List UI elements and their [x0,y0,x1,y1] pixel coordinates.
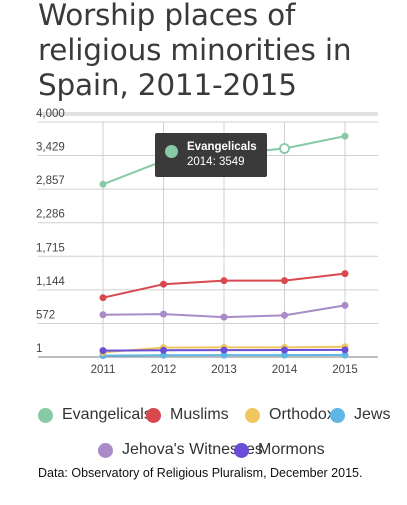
legend-label: Evangelicals [62,406,152,423]
y-tick-label: 1,144 [36,276,65,288]
data-point [99,347,107,355]
legend-label: Muslims [170,406,229,423]
x-tick-label: 2013 [211,364,237,376]
data-point [341,132,349,140]
legend-item[interactable]: Jews [330,406,390,424]
legend-swatch [38,407,53,423]
y-tick-label: 2,286 [36,209,65,221]
data-point [99,311,107,319]
y-tick-label: 572 [36,309,55,321]
data-point [160,351,167,359]
y-axis-ticks: 1 572 1,144 1,715 2,286 2,857 3,429 4,000 [36,108,65,355]
data-point [220,346,228,354]
legend-item[interactable]: Orthodox [245,406,335,424]
x-axis-ticks: 2011 2012 2013 2014 2015 [91,364,358,376]
source-note: Data: Observatory of Religious Pluralism… [38,466,363,480]
tooltip-series-name: Evangelicals [187,141,257,153]
data-point [281,346,288,354]
data-point [281,351,288,359]
data-point [341,351,349,359]
y-tick-label: 3,429 [36,142,65,154]
x-tick-label: 2012 [151,364,177,376]
x-tick-label: 2011 [91,364,116,376]
data-point [279,143,290,154]
x-tick-label: 2014 [272,364,298,376]
x-tick-label: 2015 [332,364,358,376]
series-mormons [99,346,349,355]
data-point [160,346,167,354]
series-jehova-s-witnesses [99,301,349,321]
legend-label: Jehova's Witnesses [122,441,263,458]
data-point [99,294,107,302]
data-point [220,313,228,321]
tooltip-series-dot [165,145,178,158]
chart-title: Worship places of religious minorities i… [38,0,352,102]
data-point [220,277,228,285]
grid-lines [38,121,378,358]
y-tick-label: 1 [36,343,42,355]
legend-item[interactable]: Muslims [146,406,229,424]
data-point [341,301,349,309]
tooltip-value: 2014: 3549 [187,156,245,168]
data-point [341,270,349,278]
title-divider [38,112,378,116]
data-point [341,346,349,354]
y-tick-label: 1,715 [36,242,65,254]
legend-swatch [245,407,260,423]
legend-label: Jews [354,406,391,423]
y-tick-label: 4,000 [36,108,65,120]
y-tick-label: 2,857 [36,175,65,187]
data-point [281,311,288,319]
chart-tooltip: Evangelicals 2014: 3549 [155,133,267,177]
data-point [220,351,228,359]
series-muslims [99,270,349,302]
legend-swatch [98,442,113,458]
legend-item[interactable]: Mormons [234,441,325,459]
data-point [160,310,167,318]
legend-item[interactable]: Jehova's Witnesses [98,441,263,459]
data-point [99,180,107,188]
legend-swatch [234,442,249,458]
data-point [281,277,288,285]
series-jews [99,351,349,360]
legend-label: Mormons [258,441,325,458]
legend-swatch [146,407,161,423]
data-point [160,280,167,288]
legend-item[interactable]: Evangelicals [38,406,152,424]
legend-swatch [330,407,345,423]
legend-label: Orthodox [269,406,335,423]
